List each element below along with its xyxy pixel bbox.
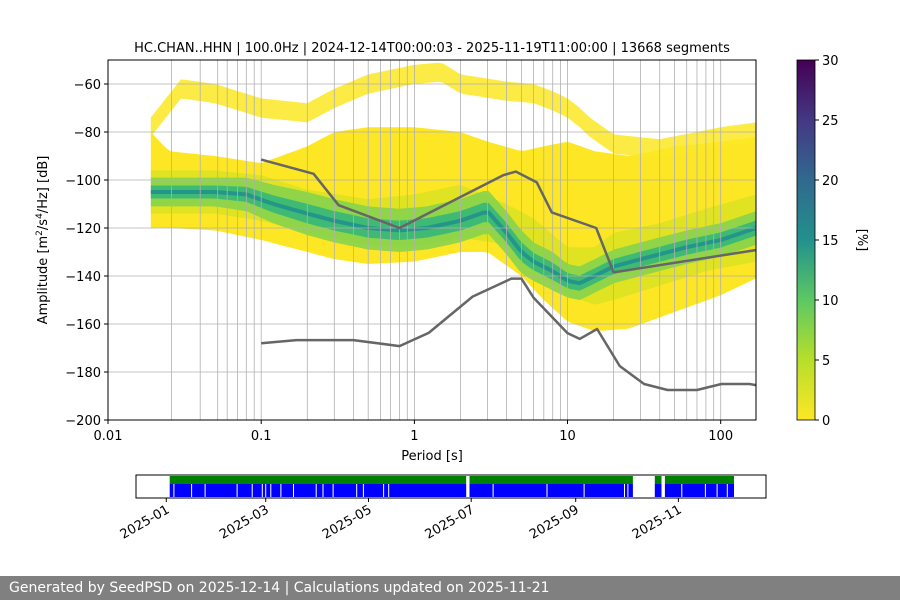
x-tick-label: 0.01 xyxy=(94,429,123,444)
timeline-tick-label: 2025-01 xyxy=(118,502,173,542)
y-tick-label: −60 xyxy=(74,78,101,93)
colorbar-tick-label: 5 xyxy=(822,354,830,369)
y-tick-label: −80 xyxy=(74,126,101,141)
segment-bar xyxy=(654,484,662,497)
y-tick-label: −120 xyxy=(65,222,101,237)
heatmap-no-data xyxy=(108,60,151,420)
y-tick-label: −100 xyxy=(65,174,101,189)
coverage-bar xyxy=(469,476,633,484)
timeline-tick-label: 2025-03 xyxy=(217,502,272,542)
y-tick-label: −180 xyxy=(65,366,101,381)
x-axis-label: Period [s] xyxy=(401,449,463,464)
x-axis-ticks: 0.01 0.1 1 10 100 xyxy=(94,420,733,444)
colorbar-ticks: 0 5 10 15 20 25 30 xyxy=(815,54,839,429)
segment-bar xyxy=(469,484,633,497)
x-tick-label: 1 xyxy=(410,429,418,444)
heatmap-sparse-band xyxy=(150,62,756,159)
y-tick-label: −140 xyxy=(65,270,101,285)
footer-text: Generated by SeedPSD on 2025-12-14 | Cal… xyxy=(0,576,900,600)
segment-bar xyxy=(169,484,467,497)
colorbar-tick-label: 30 xyxy=(822,54,839,69)
x-tick-label: 10 xyxy=(559,429,576,444)
colorbar-tick-label: 0 xyxy=(822,414,830,429)
segment-bar xyxy=(664,484,734,497)
timeline-tick-label: 2025-07 xyxy=(423,502,478,542)
colorbar-tick-label: 20 xyxy=(822,174,839,189)
coverage-timeline: 2025-01 2025-03 2025-05 2025-07 2025-09 2025-… xyxy=(118,474,767,543)
colorbar xyxy=(796,59,816,421)
period-grid xyxy=(171,60,722,420)
colorbar-tick-label: 25 xyxy=(822,114,839,129)
nhnm-curve xyxy=(260,158,756,274)
x-tick-label: 100 xyxy=(708,429,733,444)
psd-heatmap xyxy=(108,60,756,420)
timeline-tick-label: 2025-09 xyxy=(527,502,582,542)
chart-title: HC.CHAN..HHN | 100.0Hz | 2024-12-14T00:0… xyxy=(134,41,730,56)
timeline-tick-label: 2025-05 xyxy=(320,502,375,542)
heatmap-mode-ridge xyxy=(150,190,756,286)
noise-models xyxy=(260,158,756,392)
coverage-bar xyxy=(654,476,662,484)
y-tick-label: −160 xyxy=(65,318,101,333)
timeline-tick-label: 2025-11 xyxy=(630,502,685,542)
coverage-bar xyxy=(664,476,734,484)
x-tick-label: 0.1 xyxy=(251,429,272,444)
colorbar-tick-label: 15 xyxy=(822,234,839,249)
nlnm-curve xyxy=(261,277,756,392)
y-tick-label: −200 xyxy=(65,414,101,429)
colorbar-label: [%] xyxy=(854,229,869,252)
plot-frame xyxy=(107,59,757,421)
coverage-bar xyxy=(169,476,467,484)
y-axis-ticks: −200 −180 −160 −140 −120 −100 −80 −60 xyxy=(65,78,108,429)
y-axis-label: Amplitude [m2/s4/Hz] [dB] xyxy=(35,156,51,325)
colorbar-tick-label: 10 xyxy=(822,294,839,309)
